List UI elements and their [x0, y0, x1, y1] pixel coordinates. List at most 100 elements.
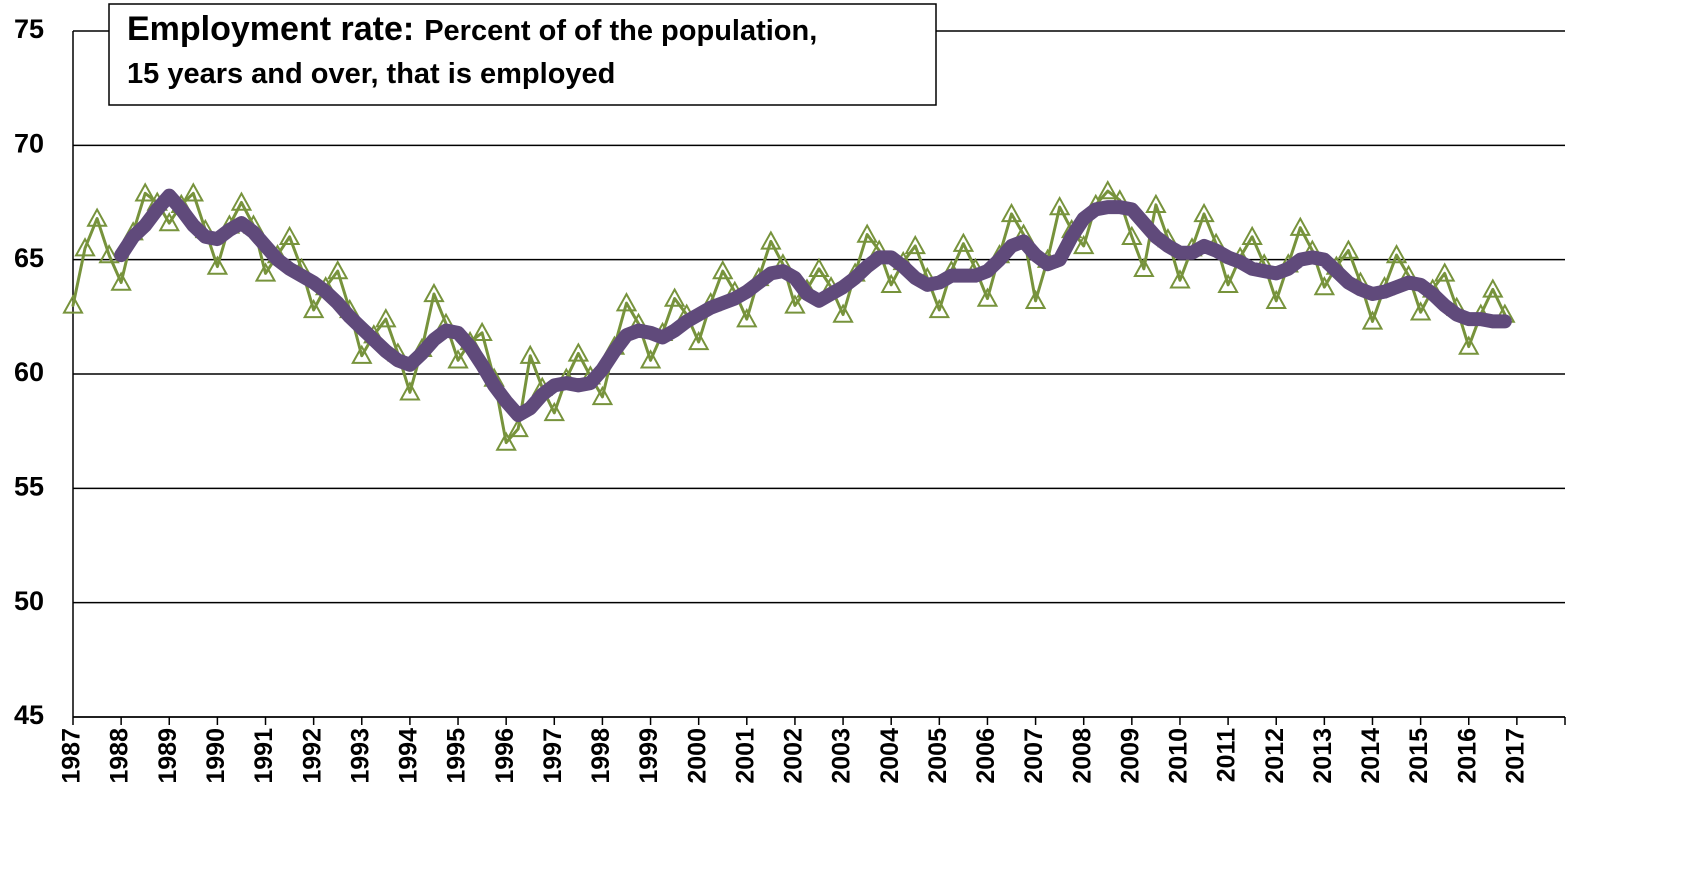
triangle-marker — [302, 298, 325, 319]
triangle-marker — [856, 223, 878, 243]
triangle-marker — [687, 330, 710, 351]
triangle-marker — [591, 385, 614, 406]
y-tick-label: 60 — [14, 357, 44, 387]
title-box — [108, 3, 937, 106]
x-tick-label: 1991 — [250, 728, 278, 784]
triangle-marker — [1241, 225, 1263, 245]
triangle-marker — [1217, 273, 1239, 294]
x-tick-label: 1999 — [635, 728, 663, 784]
triangle-marker — [832, 303, 854, 323]
triangle-marker — [278, 225, 301, 245]
x-tick-label: 2006 — [972, 728, 1000, 784]
triangle-marker — [1121, 225, 1143, 245]
x-tick-label: 1995 — [443, 728, 471, 784]
x-tick-label: 2009 — [1116, 728, 1144, 784]
series-line — [71, 189, 1507, 445]
triangle-marker — [1482, 278, 1504, 298]
x-tick-label: 1996 — [491, 728, 519, 784]
triangle-marker — [327, 260, 349, 280]
y-tick-label: 75 — [14, 14, 44, 44]
x-tick-label: 1990 — [202, 728, 230, 784]
y-tick-label: 65 — [14, 243, 44, 273]
x-tick-label: 2014 — [1357, 728, 1385, 784]
triangle-marker — [1000, 202, 1023, 223]
triangle-marker — [615, 292, 638, 312]
triangle-marker — [375, 308, 397, 328]
triangle-marker — [1265, 289, 1287, 310]
triangle-marker — [471, 321, 493, 342]
trend-line — [114, 188, 1512, 423]
x-tick-label: 1998 — [587, 728, 615, 784]
chart-title-line-1: Employment rate: Percent of of the popula… — [127, 10, 817, 48]
triangle-marker — [1409, 301, 1432, 321]
triangle-marker — [351, 344, 373, 364]
triangle-marker — [1133, 257, 1155, 278]
x-tick-label: 2013 — [1309, 728, 1337, 784]
x-tick-label: 2017 — [1501, 728, 1529, 784]
triangle-marker — [976, 287, 999, 307]
triangle-marker — [495, 431, 517, 451]
plot-area — [62, 180, 1516, 451]
chart-subtitle: Percent of of the population, — [424, 15, 817, 47]
chart-title: Employment rate: — [127, 10, 414, 48]
triangle-marker — [182, 182, 205, 202]
x-tick-label: 2002 — [780, 728, 808, 784]
triangle-marker — [928, 298, 951, 319]
grid: 45 50 55 60 65 70 75 1987 1988 1989 1990 1991 1992 19… — [14, 14, 1566, 784]
triangle-marker — [134, 182, 156, 202]
triangle-marker — [447, 349, 469, 369]
chart-subtitle: 15 years and over, that is employed — [127, 58, 615, 90]
triangle-marker — [1193, 202, 1215, 223]
triangle-marker — [663, 287, 686, 307]
y-tick-label: 55 — [14, 471, 44, 501]
y-tick-label: 70 — [14, 128, 44, 158]
triangle-marker — [74, 237, 96, 257]
triangle-marker — [1385, 244, 1408, 264]
triangle-marker — [712, 260, 734, 280]
triangle-marker — [110, 271, 132, 291]
x-tick-label: 2012 — [1261, 728, 1289, 784]
triangle-marker — [567, 342, 590, 362]
x-tick-label: 2016 — [1453, 728, 1481, 784]
triangle-marker — [808, 257, 830, 278]
x-tick-label: 1988 — [106, 728, 134, 784]
x-tick-label: 1987 — [58, 728, 86, 784]
triangle-marker — [1289, 216, 1311, 236]
triangle-marker — [880, 273, 902, 294]
triangle-marker — [399, 381, 421, 401]
triangle-marker — [1361, 310, 1384, 330]
triangle-marker — [62, 294, 84, 314]
x-tick-label: 2001 — [731, 728, 759, 784]
x-tick-label: 1997 — [539, 728, 567, 784]
triangle-marker — [736, 308, 758, 328]
x-tick-label: 2004 — [876, 728, 904, 784]
x-tick-label: 2007 — [1020, 728, 1048, 784]
triangle-marker — [784, 294, 806, 314]
triangle-marker — [158, 212, 180, 232]
x-tick-label: 2008 — [1068, 728, 1096, 784]
triangle-marker — [1145, 193, 1167, 213]
triangle-marker — [86, 207, 108, 227]
triangle-marker — [1433, 262, 1456, 282]
triangle-marker — [1169, 269, 1191, 289]
triangle-marker — [254, 262, 277, 282]
triangle-marker — [1337, 239, 1360, 259]
triangle-marker — [230, 191, 253, 211]
x-tick-label: 2005 — [924, 728, 952, 784]
triangle-marker — [519, 344, 541, 364]
triangle-marker — [98, 244, 120, 264]
x-tick-label: 1993 — [346, 728, 374, 784]
y-tick-label: 45 — [14, 700, 44, 730]
x-tick-label: 2003 — [828, 728, 856, 784]
triangle-marker — [1073, 234, 1095, 255]
triangle-marker — [1313, 276, 1336, 296]
x-tick-label: 1992 — [298, 728, 326, 784]
x-tick-label: 2000 — [683, 728, 711, 784]
x-tick-label: 2011 — [1213, 728, 1241, 782]
triangle-marker — [1024, 289, 1047, 310]
x-tick-label: 1994 — [395, 728, 423, 784]
triangle-marker — [639, 349, 662, 369]
triangle-marker — [1048, 196, 1071, 216]
triangle-marker — [206, 255, 229, 275]
